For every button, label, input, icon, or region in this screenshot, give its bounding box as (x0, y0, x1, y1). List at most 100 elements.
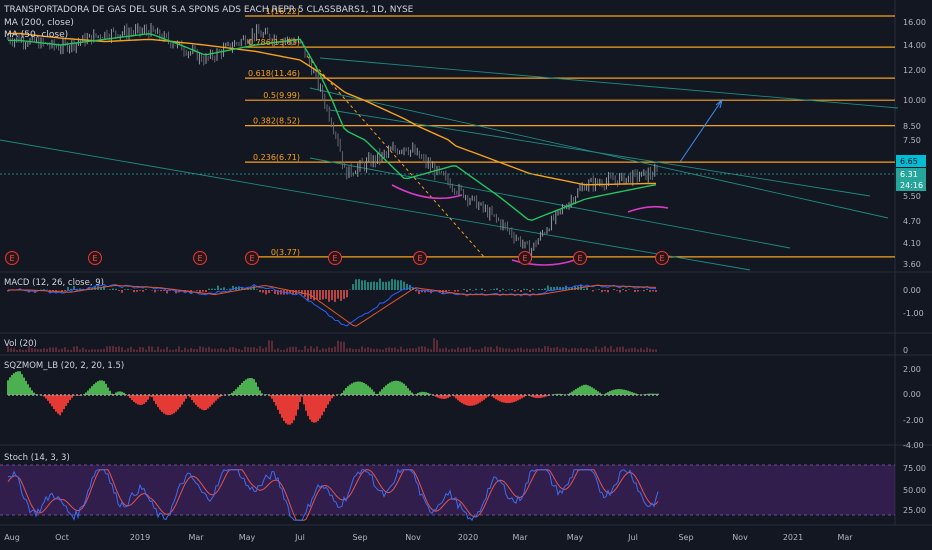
time-tick: Jul (627, 533, 638, 542)
projection-arrowhead (715, 98, 723, 109)
sqzmom-pane[interactable]: SQZMOM_LB (20, 2, 20, 1.5) 2.00 0.00 -2.… (4, 361, 924, 450)
time-tick: Aug (4, 533, 20, 542)
fib-level-label: 0.382(8.52) (253, 117, 300, 126)
time-tick: Oct (55, 533, 69, 542)
price-tick: 4.10 (903, 239, 921, 248)
pane-separators (0, 0, 932, 526)
regression-channel[interactable] (0, 57, 899, 271)
fib-level-label: 0.786(13.83) (248, 38, 300, 47)
earnings-marker[interactable]: E (88, 251, 102, 265)
ma50-line[interactable] (8, 33, 657, 221)
stoch-legend[interactable]: Stoch (14, 3, 3) (4, 453, 70, 463)
price-tick: 4.70 (903, 217, 921, 226)
high-price-badge (896, 155, 926, 167)
time-tick: May (567, 533, 584, 542)
earnings-marker[interactable]: E (655, 251, 669, 265)
price-candles (7, 23, 658, 261)
stoch-k-line (7, 468, 659, 522)
price-tick: 5.50 (903, 192, 921, 201)
earnings-letter: E (197, 254, 202, 263)
stoch-d-line (7, 469, 659, 521)
time-tick: 2019 (130, 533, 150, 542)
fibonacci-retracement[interactable] (245, 15, 895, 258)
fib-level-label: 0.236(6.71) (253, 153, 300, 162)
stoch-band (0, 465, 895, 515)
time-tick: 2021 (783, 533, 803, 542)
price-tick: 16.00 (903, 18, 926, 27)
earnings-letter: E (332, 254, 337, 263)
macd-legend[interactable]: MACD (12, 26, close, 9) (4, 278, 104, 288)
macd-pane[interactable]: MACD (12, 26, close, 9) 0.00 -1.00 (4, 278, 924, 327)
stoch-tick: 75.00 (903, 464, 926, 473)
earnings-marker[interactable]: E (328, 251, 342, 265)
countdown-label: 24:16 (900, 181, 923, 190)
sqzmom-tick: -4.00 (903, 441, 924, 450)
price-axis[interactable]: 16.00 14.00 12.00 10.00 8.50 7.50 5.50 4… (896, 18, 926, 269)
momentum-histogram (7, 371, 659, 425)
ma200-line[interactable] (8, 32, 657, 186)
earnings-marker[interactable]: E (413, 251, 427, 265)
stoch-pane[interactable]: Stoch (14, 3, 3) 75.00 50.00 25.00 (0, 453, 926, 522)
ma50-legend[interactable]: MA (50, close) (4, 30, 68, 40)
symbol-title: TRANSPORTADORA DE GAS DEL SUR S.A SPONS … (3, 5, 414, 15)
macd-tick: -1.00 (903, 309, 924, 318)
time-axis[interactable]: Aug Oct 2019 Mar May Jul Sep Nov 2020 Mar May Jul Se… (4, 533, 853, 542)
channel-line[interactable] (0, 139, 751, 271)
projection-arrow[interactable] (679, 99, 723, 163)
sqzmom-tick: 2.00 (903, 365, 921, 374)
fib-level-label: 0.5(9.99) (263, 91, 300, 100)
time-tick: Sep (678, 533, 693, 542)
earnings-letter: E (659, 254, 664, 263)
stoch-tick: 25.00 (903, 506, 926, 515)
fib-level-label: 1(16.22) (266, 7, 300, 16)
time-tick: 2020 (458, 533, 478, 542)
earnings-letter: E (92, 254, 97, 263)
high-price-label: 6.65 (900, 157, 918, 166)
earnings-letter: E (9, 254, 14, 263)
earnings-marker[interactable]: E (573, 251, 587, 265)
support-curve-2 (511, 259, 576, 266)
ma200-legend[interactable]: MA (200, close) (4, 18, 74, 28)
earnings-marker[interactable]: E (245, 251, 259, 265)
support-curves[interactable] (391, 184, 669, 266)
time-tick: Mar (837, 533, 853, 542)
fib-level-label: 0.618(11.46) (248, 69, 300, 78)
last-price-label: 6.31 (900, 170, 918, 179)
time-tick: Sep (352, 533, 367, 542)
price-tick: 12.00 (903, 66, 926, 75)
time-tick: May (239, 533, 256, 542)
price-pane[interactable]: 1(16.22) 0.786(13.83) 0.618(11.46) 0.5(9.99… (0, 5, 899, 271)
channel-line[interactable] (329, 109, 871, 197)
last-price-badge (896, 168, 926, 180)
volume-tick: 0 (903, 346, 908, 355)
earnings-marker[interactable]: E (518, 251, 532, 265)
volume-legend[interactable]: Vol (20) (4, 339, 37, 349)
price-tick: 7.50 (903, 136, 921, 145)
macd-line (7, 283, 657, 327)
time-tick: Mar (512, 533, 528, 542)
sqzmom-legend[interactable]: SQZMOM_LB (20, 2, 20, 1.5) (4, 361, 124, 371)
price-tick: 3.60 (903, 260, 921, 269)
time-tick: Jul (294, 533, 305, 542)
sqzmom-tick: -2.00 (903, 416, 924, 425)
price-tick: 10.00 (903, 96, 926, 105)
earnings-letter: E (577, 254, 582, 263)
earnings-marker[interactable]: E (5, 251, 19, 265)
price-tick: 14.00 (903, 41, 926, 50)
earnings-letter: E (249, 254, 254, 263)
volume-pane[interactable]: Vol (20) 0 (4, 338, 908, 355)
support-curve-1 (391, 184, 463, 200)
time-tick: Nov (405, 533, 421, 542)
countdown-badge (896, 180, 926, 191)
earnings-marker[interactable]: E (193, 251, 207, 265)
channel-line[interactable] (319, 57, 899, 109)
macd-signal-line (8, 284, 657, 327)
sqzmom-tick: 0.00 (903, 390, 921, 399)
fib-trend-line[interactable] (306, 55, 486, 259)
channel-line[interactable] (309, 157, 791, 249)
macd-tick: 0.00 (903, 286, 921, 295)
support-curve-3 (627, 205, 669, 213)
